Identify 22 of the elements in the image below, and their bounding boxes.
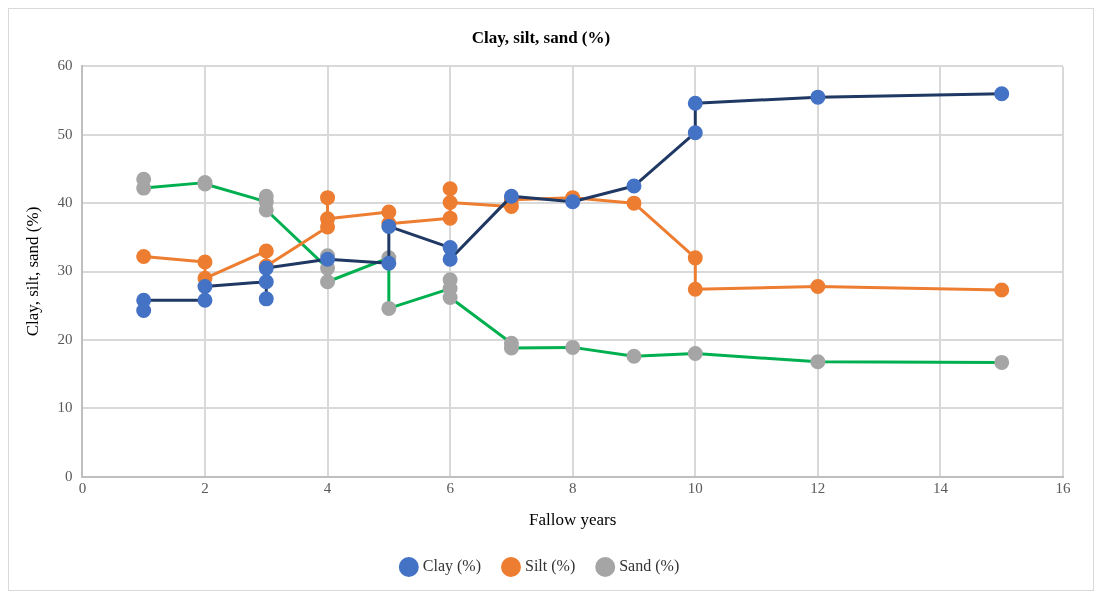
x-tick-label: 16 bbox=[1055, 479, 1071, 496]
x-tick-label: 2 bbox=[201, 479, 209, 496]
x-tick-label: 4 bbox=[323, 479, 332, 496]
x-tick-label: 12 bbox=[810, 479, 826, 496]
y-tick-label: 60 bbox=[57, 57, 73, 74]
legend-label: Sand (%) bbox=[619, 557, 680, 576]
legend-label: Silt (%) bbox=[525, 557, 576, 576]
y-axis-title: Clay, silt, sand (%) bbox=[22, 206, 42, 337]
y-tick-label: 0 bbox=[64, 467, 73, 484]
y-tick-label: 10 bbox=[57, 399, 73, 416]
x-tick-label: 10 bbox=[687, 479, 703, 496]
x-tick-label: 8 bbox=[568, 479, 577, 496]
y-tick-label: 20 bbox=[57, 330, 73, 347]
chart-title: Clay, silt, sand (%) bbox=[471, 27, 611, 47]
x-axis-title: Fallow years bbox=[529, 510, 617, 530]
x-tick-label: 0 bbox=[78, 479, 87, 496]
x-tick-label: 6 bbox=[446, 479, 455, 496]
legend-label: Clay (%) bbox=[422, 557, 481, 576]
y-tick-label: 40 bbox=[57, 194, 73, 211]
y-tick-label: 50 bbox=[57, 125, 73, 142]
x-tick-label: 14 bbox=[932, 479, 949, 496]
y-tick-label: 30 bbox=[57, 262, 73, 279]
